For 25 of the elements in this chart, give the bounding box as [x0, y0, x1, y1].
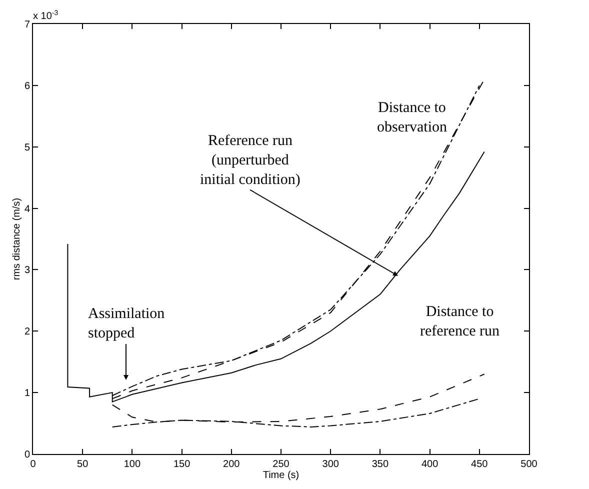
annotation: Reference run (unperturbed initial condition) [200, 133, 300, 188]
annotation: Distance to reference run [420, 304, 500, 340]
y-tick-label: 0 [24, 450, 30, 460]
x-tick-label: 300 [322, 459, 340, 470]
x-tick-label: 150 [173, 459, 191, 470]
text: x 10$^{-3}$ [33, 10, 58, 22]
y-tick-label: 4 [24, 204, 30, 215]
y-tick-label: 7 [24, 20, 30, 30]
x-tick-label: 200 [223, 459, 240, 470]
y-tick-label: 2 [24, 326, 30, 338]
x-tick-label: 400 [421, 459, 439, 470]
x-tick-label: 500 [520, 459, 538, 470]
x-tick-label: 250 [272, 459, 290, 470]
y-tick-label: 5 [24, 142, 30, 154]
y-tick-label: 3 [24, 265, 30, 276]
x-axis-title: Time (s) [262, 470, 300, 481]
x-tick-label: 100 [124, 459, 141, 470]
y-tick-label: 1 [24, 388, 30, 400]
x-tick-label: 50 [77, 459, 89, 470]
x-tick-label: 350 [372, 459, 389, 470]
y-tick-label: 6 [24, 80, 30, 92]
x-tick-label: 450 [471, 459, 488, 470]
annotation: Distance to observation [377, 100, 448, 136]
y-axis-title: rms distance (m/s) [11, 198, 22, 280]
annotation: Assimilation stopped [88, 306, 166, 342]
